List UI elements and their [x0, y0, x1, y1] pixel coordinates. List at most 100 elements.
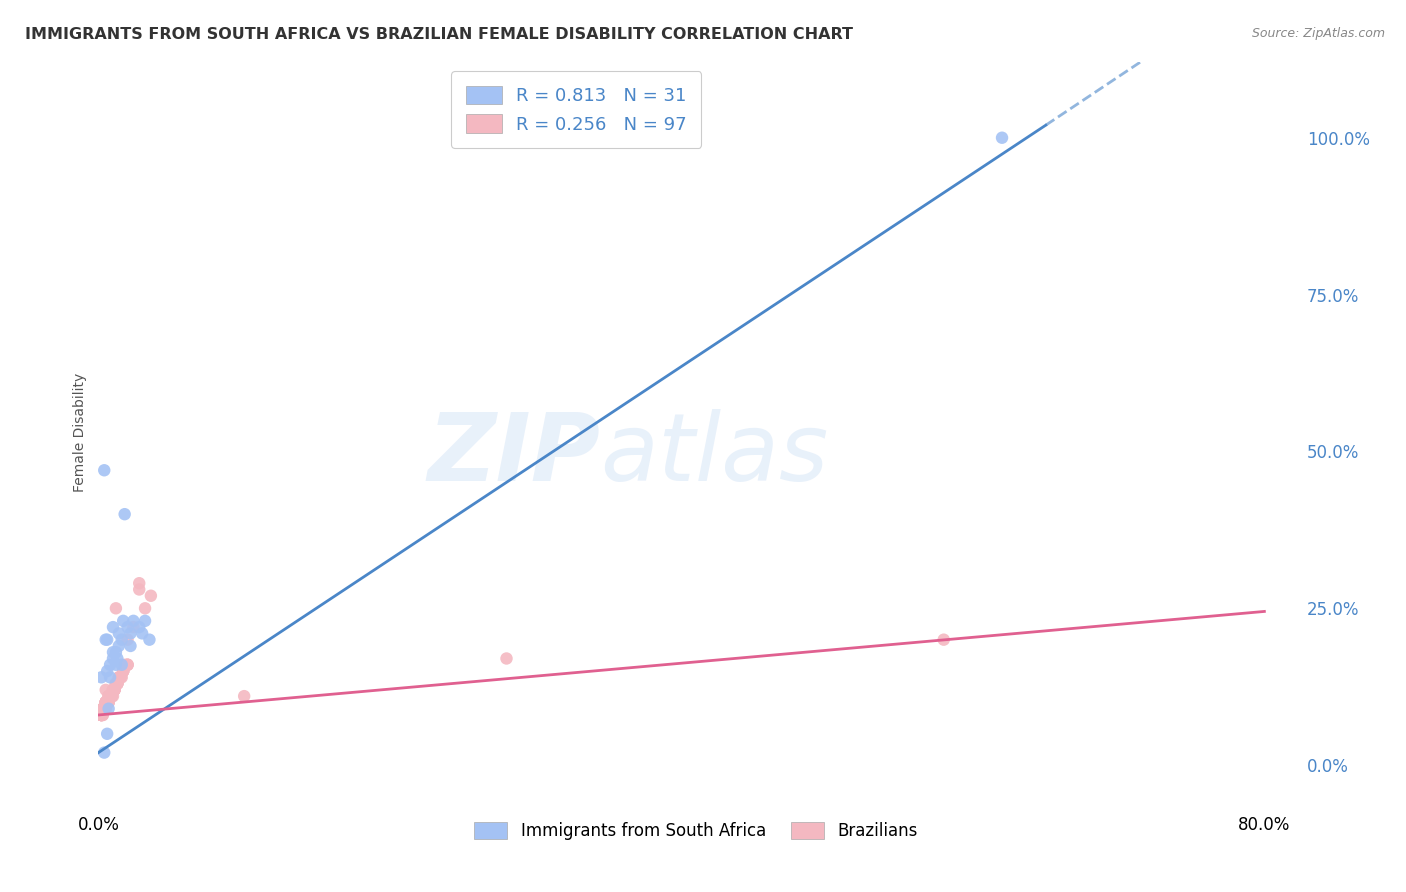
Point	[108, 626, 131, 640]
Point	[104, 645, 127, 659]
Point	[105, 676, 128, 690]
Point	[111, 632, 134, 647]
Point	[108, 670, 131, 684]
Point	[112, 664, 135, 678]
Point	[93, 701, 115, 715]
Point	[105, 676, 128, 690]
Point	[97, 695, 120, 709]
Point	[105, 651, 128, 665]
Point	[98, 689, 121, 703]
Point	[100, 689, 122, 703]
Point	[101, 682, 124, 697]
Text: atlas: atlas	[600, 409, 828, 500]
Point	[94, 695, 117, 709]
Point	[90, 708, 112, 723]
Point	[91, 701, 114, 715]
Point	[94, 695, 117, 709]
Point	[104, 676, 127, 690]
Point	[96, 695, 118, 709]
Point	[93, 701, 115, 715]
Point	[134, 614, 156, 628]
Point	[94, 701, 117, 715]
Point	[104, 676, 127, 690]
Point	[94, 632, 117, 647]
Point	[97, 695, 120, 709]
Point	[111, 657, 134, 672]
Point	[105, 676, 128, 690]
Point	[93, 701, 115, 715]
Point	[91, 701, 114, 715]
Point	[103, 682, 125, 697]
Point	[96, 695, 118, 709]
Point	[91, 708, 114, 723]
Point	[103, 682, 125, 697]
Point	[138, 632, 160, 647]
Point	[97, 689, 120, 703]
Point	[932, 632, 955, 647]
Point	[117, 657, 139, 672]
Point	[90, 708, 112, 723]
Point	[96, 695, 118, 709]
Point	[97, 695, 120, 709]
Point	[101, 645, 124, 659]
Point	[103, 682, 125, 697]
Point	[96, 695, 118, 709]
Point	[96, 632, 118, 647]
Point	[94, 695, 117, 709]
Point	[101, 682, 124, 697]
Point	[97, 701, 120, 715]
Point	[90, 708, 112, 723]
Point	[101, 651, 124, 665]
Point	[112, 614, 135, 628]
Point	[97, 689, 120, 703]
Point	[90, 708, 112, 723]
Legend: Immigrants from South Africa, Brazilians: Immigrants from South Africa, Brazilians	[461, 809, 931, 854]
Point	[90, 670, 112, 684]
Point	[104, 676, 127, 690]
Point	[91, 708, 114, 723]
Point	[134, 601, 156, 615]
Point	[103, 682, 125, 697]
Point	[94, 682, 117, 697]
Point	[93, 701, 115, 715]
Point	[94, 695, 117, 709]
Point	[131, 626, 153, 640]
Point	[111, 670, 134, 684]
Point	[117, 657, 139, 672]
Point	[91, 701, 114, 715]
Point	[98, 689, 121, 703]
Point	[94, 695, 117, 709]
Point	[128, 582, 150, 597]
Point	[101, 689, 124, 703]
Text: ZIP: ZIP	[427, 409, 600, 500]
Point	[98, 670, 121, 684]
Point	[96, 664, 118, 678]
Point	[103, 682, 125, 697]
Point	[100, 689, 122, 703]
Point	[139, 589, 162, 603]
Point	[122, 620, 145, 634]
Point	[101, 620, 124, 634]
Point	[114, 657, 136, 672]
Point	[93, 701, 115, 715]
Text: IMMIGRANTS FROM SOUTH AFRICA VS BRAZILIAN FEMALE DISABILITY CORRELATION CHART: IMMIGRANTS FROM SOUTH AFRICA VS BRAZILIA…	[25, 27, 853, 42]
Point	[96, 695, 118, 709]
Point	[90, 708, 112, 723]
Point	[104, 601, 127, 615]
Point	[93, 701, 115, 715]
Point	[101, 682, 124, 697]
Point	[117, 620, 139, 634]
Point	[105, 676, 128, 690]
Point	[90, 708, 112, 723]
Point	[117, 632, 139, 647]
Point	[128, 576, 150, 591]
Point	[104, 657, 127, 672]
Point	[94, 701, 117, 715]
Point	[112, 664, 135, 678]
Point	[495, 651, 517, 665]
Point	[110, 670, 132, 684]
Text: Source: ZipAtlas.com: Source: ZipAtlas.com	[1251, 27, 1385, 40]
Point	[128, 620, 150, 634]
Point	[96, 727, 118, 741]
Point	[117, 657, 139, 672]
